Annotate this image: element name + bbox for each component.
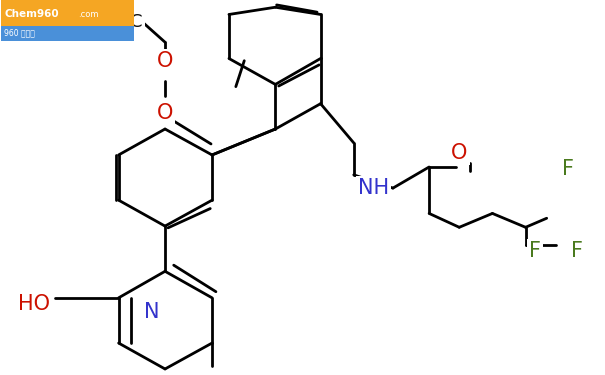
Text: O: O [451, 143, 468, 163]
Text: N: N [144, 302, 160, 322]
Text: F: F [529, 242, 541, 261]
Text: F: F [562, 159, 574, 179]
Text: Chem960: Chem960 [4, 9, 59, 20]
Text: F: F [571, 242, 583, 261]
Text: O: O [157, 103, 173, 123]
Text: NH: NH [358, 178, 389, 198]
Bar [1, 26, 134, 41]
Text: H3C: H3C [105, 13, 143, 31]
Text: HO: HO [18, 294, 50, 314]
Text: O: O [157, 51, 173, 72]
FancyBboxPatch shape [1, 0, 134, 41]
Text: .com: .com [78, 10, 99, 19]
Text: 960 化工网: 960 化工网 [4, 28, 35, 38]
